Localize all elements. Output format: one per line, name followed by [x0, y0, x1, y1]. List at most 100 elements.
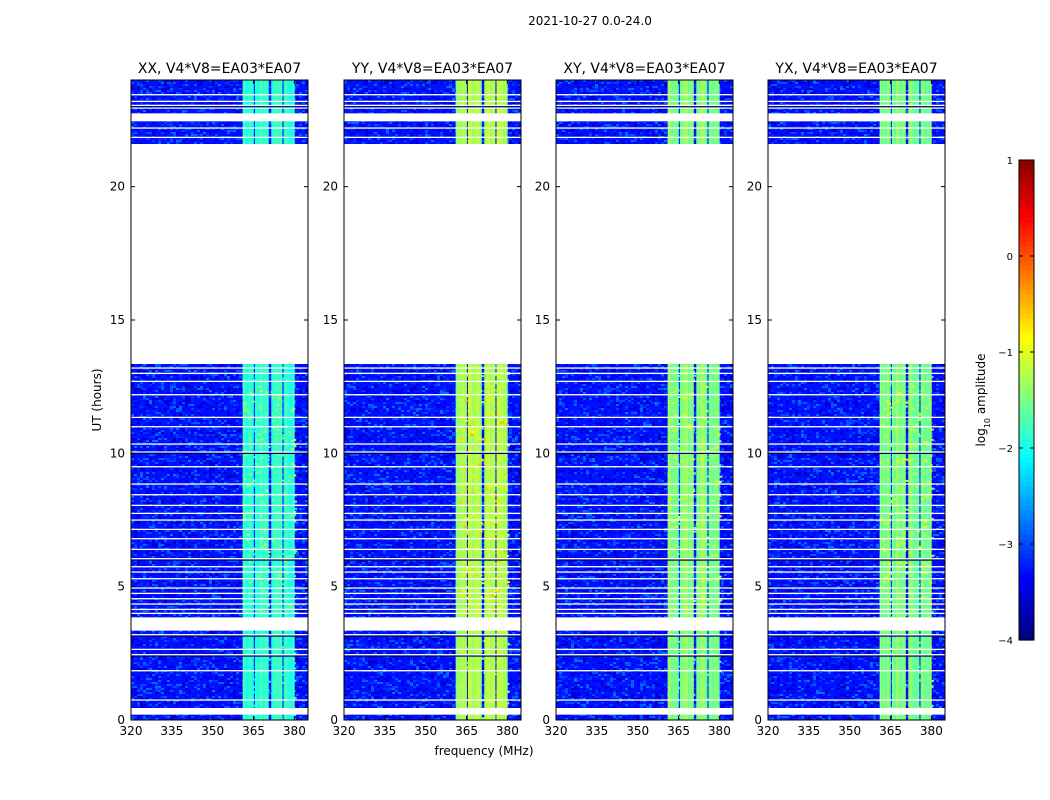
heatmap-cell: [146, 130, 149, 132]
heatmap-cell: [200, 130, 203, 132]
heatmap-cell: [140, 388, 143, 390]
heatmap-cell: [296, 128, 299, 130]
heatmap-cell: [179, 110, 182, 112]
heatmap-cell: [200, 140, 203, 142]
heatmap-cell: [194, 108, 197, 110]
heatmap-cell: [131, 386, 134, 388]
heatmap-cell: [302, 376, 305, 378]
heatmap-cell: [131, 134, 134, 136]
heatmap-cell: [164, 90, 167, 92]
heatmap-cell: [302, 102, 305, 104]
heatmap-cell: [302, 398, 305, 400]
heatmap-cell: [197, 132, 200, 134]
heatmap-cell: [146, 80, 149, 82]
heatmap-cell: [305, 410, 308, 412]
heatmap-cell: [299, 134, 302, 136]
heatmap-cell: [131, 96, 134, 98]
heatmap-cell: [305, 130, 308, 132]
heatmap-cell: [269, 88, 272, 90]
heatmap-cell: [164, 82, 167, 84]
heatmap-cell: [149, 128, 152, 130]
heatmap-cell: [227, 82, 230, 84]
heatmap-cell: [281, 82, 284, 84]
heatmap-cell: [173, 402, 176, 404]
heatmap-cell: [203, 392, 206, 394]
heatmap-cell: [236, 98, 239, 100]
heatmap-cell: [155, 370, 158, 372]
heatmap-cell: [143, 408, 146, 410]
heatmap-cell: [131, 82, 134, 84]
heatmap-cell: [182, 412, 185, 414]
heatmap-cell: [212, 130, 215, 132]
heatmap-cell: [149, 98, 152, 100]
heatmap-cell: [209, 124, 212, 126]
heatmap-cell: [158, 370, 161, 372]
heatmap-cell: [191, 140, 194, 142]
heatmap-cell: [182, 98, 185, 100]
heatmap-cell: [140, 142, 143, 144]
heatmap-cell: [296, 110, 299, 112]
heatmap-cell: [224, 142, 227, 144]
heatmap-cell: [176, 130, 179, 132]
heatmap-cell: [149, 108, 152, 110]
heatmap-cell: [209, 406, 212, 408]
heatmap-cell: [188, 390, 191, 392]
heatmap-cell: [305, 134, 308, 136]
heatmap-cell: [233, 384, 236, 386]
heatmap-cell: [179, 122, 182, 124]
heatmap-cell: [179, 88, 182, 90]
heatmap-cell: [221, 386, 224, 388]
heatmap-cell: [224, 86, 227, 88]
heatmap-cell: [176, 402, 179, 404]
heatmap-cell: [131, 364, 134, 366]
heatmap-cell: [197, 92, 200, 94]
heatmap-cell: [215, 96, 218, 98]
heatmap-cell: [185, 364, 188, 366]
heatmap-cell: [224, 368, 227, 370]
heatmap-cell: [134, 142, 137, 144]
heatmap-cell: [152, 102, 155, 104]
heatmap-cell: [146, 378, 149, 380]
heatmap-cell: [281, 396, 284, 398]
heatmap-cell: [305, 110, 308, 112]
heatmap-cell: [164, 402, 167, 404]
heatmap-cell: [146, 392, 149, 394]
heatmap-cell: [149, 382, 152, 384]
heatmap-cell: [167, 402, 170, 404]
heatmap-cell: [302, 140, 305, 142]
heatmap-cell: [155, 90, 158, 92]
heatmap-cell: [269, 376, 272, 378]
heatmap-cell: [158, 128, 161, 130]
heatmap-cell: [176, 98, 179, 100]
heatmap-cell: [227, 98, 230, 100]
heatmap-cell: [269, 406, 272, 408]
heatmap-cell: [173, 414, 176, 416]
heatmap-cell: [218, 124, 221, 126]
heatmap-cell: [227, 388, 230, 390]
heatmap-cell: [143, 378, 146, 380]
heatmap-cell: [296, 412, 299, 414]
heatmap-cell: [170, 366, 173, 368]
heatmap-cell: [155, 128, 158, 130]
heatmap-cell: [203, 370, 206, 372]
heatmap-cell: [296, 98, 299, 100]
heatmap-cell: [182, 396, 185, 398]
heatmap-cell: [212, 376, 215, 378]
heatmap-cell: [134, 96, 137, 98]
heatmap-cell: [215, 382, 218, 384]
heatmap-cell: [158, 406, 161, 408]
heatmap-cell: [203, 398, 206, 400]
heatmap-cell: [146, 368, 149, 370]
heatmap-cell: [233, 406, 236, 408]
heatmap-cell: [143, 368, 146, 370]
heatmap-cell: [170, 410, 173, 412]
heatmap-cell: [188, 128, 191, 130]
heatmap-cell: [158, 110, 161, 112]
heatmap-cell: [140, 102, 143, 104]
heatmap-cell: [176, 388, 179, 390]
heatmap-cell: [179, 414, 182, 416]
heatmap-cell: [140, 382, 143, 384]
heatmap-cell: [161, 80, 164, 82]
heatmap-cell: [164, 122, 167, 124]
heatmap-cell: [191, 390, 194, 392]
